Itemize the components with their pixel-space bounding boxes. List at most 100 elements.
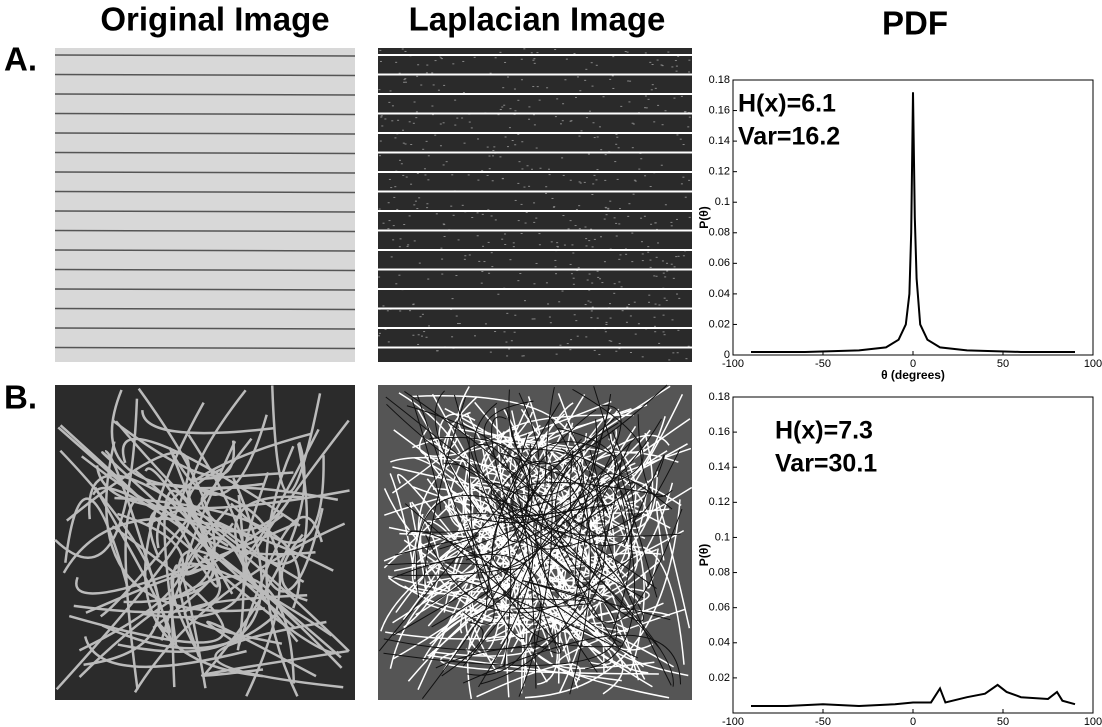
noise bbox=[580, 183, 582, 184]
noise bbox=[689, 217, 691, 218]
noise bbox=[428, 155, 430, 156]
noise bbox=[550, 322, 552, 323]
noise bbox=[504, 331, 506, 332]
noise bbox=[404, 79, 406, 80]
x-tick-label: -100 bbox=[722, 716, 744, 727]
noise bbox=[402, 175, 404, 176]
noise bbox=[407, 246, 409, 247]
noise bbox=[622, 310, 624, 311]
noise bbox=[532, 318, 534, 319]
noise bbox=[578, 205, 580, 206]
noise bbox=[687, 126, 689, 127]
noise bbox=[673, 278, 675, 279]
noise bbox=[417, 173, 419, 174]
noise bbox=[661, 165, 663, 166]
noise bbox=[626, 322, 628, 323]
noise bbox=[416, 208, 418, 209]
noise bbox=[463, 92, 465, 93]
y-tick-label: 0.04 bbox=[709, 637, 730, 649]
noise bbox=[600, 149, 602, 150]
noise bbox=[688, 60, 690, 61]
noise bbox=[606, 322, 608, 323]
noise bbox=[462, 205, 464, 206]
noise bbox=[468, 174, 470, 175]
noise bbox=[539, 244, 541, 245]
noise bbox=[532, 86, 534, 87]
noise bbox=[642, 260, 644, 261]
noise bbox=[378, 335, 380, 336]
noise bbox=[464, 255, 466, 256]
noise bbox=[443, 85, 445, 86]
noise bbox=[573, 284, 575, 285]
noise bbox=[564, 79, 566, 80]
noise bbox=[539, 100, 541, 101]
noise bbox=[440, 248, 442, 249]
noise bbox=[493, 146, 495, 147]
noise bbox=[426, 72, 428, 73]
noise bbox=[549, 174, 551, 175]
noise bbox=[485, 323, 487, 324]
noise bbox=[597, 277, 599, 278]
noise bbox=[380, 61, 382, 62]
image-panels bbox=[55, 48, 692, 700]
noise bbox=[440, 145, 442, 146]
y-tick-label: 0.02 bbox=[709, 672, 730, 684]
noise bbox=[590, 317, 592, 318]
noise bbox=[416, 111, 418, 112]
noise bbox=[570, 220, 572, 221]
y-tick-label: 0.18 bbox=[709, 391, 730, 403]
noise bbox=[420, 85, 422, 86]
noise bbox=[533, 58, 535, 59]
noise bbox=[390, 187, 392, 188]
noise bbox=[667, 52, 669, 53]
noise bbox=[588, 154, 590, 155]
noise bbox=[533, 222, 535, 223]
noise bbox=[610, 318, 612, 319]
noise bbox=[521, 141, 523, 142]
noise bbox=[555, 273, 557, 274]
fiber-line bbox=[55, 309, 355, 310]
noise bbox=[469, 254, 471, 255]
noise bbox=[562, 215, 564, 216]
noise bbox=[459, 323, 461, 324]
noise bbox=[509, 259, 511, 260]
noise bbox=[426, 65, 428, 66]
noise bbox=[415, 201, 417, 202]
noise bbox=[612, 88, 614, 89]
noise bbox=[665, 204, 667, 205]
y-tick-label: 0.16 bbox=[709, 104, 730, 116]
noise bbox=[630, 315, 632, 316]
noise bbox=[546, 282, 548, 283]
noise bbox=[492, 180, 494, 181]
annotation: H(x)=7.3 bbox=[775, 417, 873, 445]
noise bbox=[601, 282, 603, 283]
noise bbox=[509, 127, 511, 128]
fiber-line bbox=[55, 211, 355, 212]
noise bbox=[591, 194, 593, 195]
noise bbox=[427, 279, 429, 280]
noise bbox=[514, 110, 516, 111]
noise bbox=[536, 52, 538, 53]
noise bbox=[403, 224, 405, 225]
noise bbox=[592, 307, 594, 308]
noise bbox=[681, 96, 683, 97]
noise bbox=[511, 340, 513, 341]
noise bbox=[607, 208, 609, 209]
noise bbox=[545, 193, 547, 194]
noise bbox=[388, 341, 390, 342]
noise bbox=[481, 271, 483, 272]
noise bbox=[578, 267, 580, 268]
noise bbox=[597, 136, 599, 137]
noise bbox=[677, 352, 679, 353]
noise bbox=[649, 62, 651, 63]
noise bbox=[489, 156, 491, 157]
noise bbox=[458, 239, 460, 240]
x-tick-label: 50 bbox=[997, 716, 1009, 727]
noise bbox=[392, 105, 394, 106]
noise bbox=[592, 183, 594, 184]
noise bbox=[508, 349, 510, 350]
noise bbox=[600, 236, 602, 237]
y-axis-label: P(θ) bbox=[697, 544, 711, 566]
noise bbox=[609, 79, 611, 80]
noise bbox=[566, 59, 568, 60]
